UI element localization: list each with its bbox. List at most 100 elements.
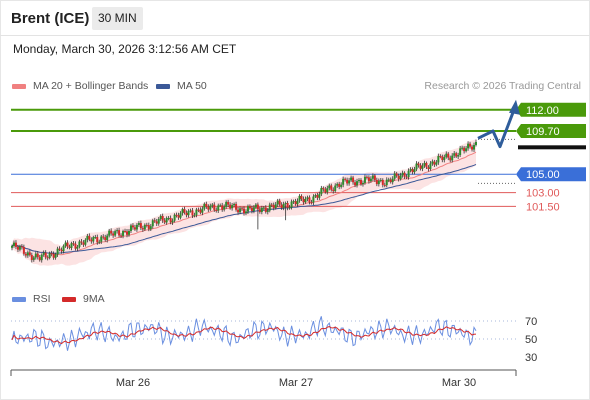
rsi-swatch — [12, 296, 26, 302]
candle-body — [135, 224, 138, 230]
candle-body — [219, 205, 222, 207]
candle-body — [266, 210, 269, 212]
candle-body — [465, 148, 468, 152]
chart-datetime: Monday, March 30, 2026 3:12:56 AM CET — [13, 42, 237, 56]
candle-body — [209, 205, 212, 210]
candle-body — [367, 177, 370, 182]
candle-body — [346, 179, 349, 184]
legend-rsi: RSI — [12, 293, 51, 305]
candle-body — [237, 209, 240, 213]
candle-body — [334, 185, 337, 192]
candle-body — [342, 178, 345, 185]
candle-body — [185, 212, 188, 216]
candle-body — [421, 165, 424, 169]
candle-body — [235, 203, 238, 210]
candle-body — [264, 207, 267, 212]
candle-body — [44, 252, 47, 258]
candle-body — [78, 241, 81, 247]
candle-body — [151, 220, 154, 227]
candle-body — [40, 254, 43, 261]
candle-body — [46, 257, 49, 259]
candle-body — [310, 202, 313, 204]
candle-body — [143, 224, 146, 230]
candle-body — [471, 146, 474, 150]
candle-body — [429, 163, 432, 169]
candle-body — [326, 188, 329, 193]
candle-body — [290, 201, 293, 208]
candle-body — [467, 143, 470, 149]
candle-body — [298, 195, 301, 201]
candle-body — [201, 208, 204, 213]
candle-body — [423, 162, 426, 166]
candle-body — [12, 242, 15, 246]
candle-body — [320, 187, 323, 195]
candle-body — [145, 224, 148, 226]
bollinger-band-fill — [12, 138, 476, 266]
candle-body — [417, 163, 420, 166]
candle-body — [48, 253, 51, 258]
candle-body — [254, 204, 257, 208]
candle-body — [431, 161, 434, 164]
candle-body — [340, 184, 343, 187]
candle-body — [270, 204, 273, 206]
candle-body — [42, 252, 45, 255]
candle-body — [250, 208, 253, 212]
candle-body — [439, 156, 442, 158]
candle-body — [199, 209, 202, 213]
candle-body — [52, 253, 55, 258]
candle-body — [16, 246, 19, 250]
candle-body — [243, 208, 245, 214]
legend-ma20: MA 20 + Bollinger Bands — [12, 80, 148, 92]
candle-body — [278, 200, 281, 205]
candle-body — [389, 179, 392, 183]
level-label-109.70: 109.70 — [526, 126, 560, 138]
candle-body — [68, 246, 71, 248]
candle-body — [473, 145, 476, 150]
candle-body — [167, 217, 170, 219]
candle-body — [229, 204, 232, 209]
candle-body — [276, 200, 279, 205]
candle-body — [141, 228, 144, 230]
candle-body — [231, 205, 234, 209]
rsi-ma-swatch — [62, 296, 76, 302]
candle-body — [274, 204, 277, 209]
candle-body — [102, 236, 105, 238]
level-tag-109.70 — [516, 123, 586, 138]
candle-body — [64, 242, 67, 246]
candle-body — [30, 254, 33, 260]
candle-body — [407, 170, 410, 178]
candle-body — [336, 183, 339, 186]
candle-body — [181, 209, 184, 214]
candle-body — [405, 176, 408, 178]
candle-body — [463, 147, 466, 152]
candle-body — [383, 184, 386, 186]
timeframe-selector[interactable]: 30 MIN — [92, 7, 143, 30]
candle-body — [322, 187, 325, 190]
candle-body — [203, 203, 206, 209]
candle-body — [455, 153, 458, 157]
candle-body — [375, 179, 378, 185]
legend-ma50-label: MA 50 — [177, 80, 207, 92]
candle-body — [24, 253, 27, 256]
candle-body — [350, 177, 353, 181]
candle-body — [244, 211, 247, 214]
candle-body — [248, 206, 251, 209]
candle-body — [131, 225, 134, 228]
candle-body — [387, 179, 390, 181]
candle-body — [215, 209, 218, 211]
legend-rsi-ma-label: 9MA — [83, 293, 105, 305]
candle-body — [217, 205, 220, 211]
candle-body — [80, 241, 83, 243]
rsi-ma-line — [11, 326, 477, 345]
candle-body — [159, 215, 162, 220]
candle-body — [127, 230, 130, 235]
candle-body — [373, 175, 376, 180]
candle-body — [147, 225, 150, 230]
candle-body — [183, 209, 186, 213]
candle-body — [361, 182, 364, 185]
candle-body — [26, 252, 29, 256]
candle-body — [369, 178, 372, 182]
rsi-tick-50: 50 — [525, 334, 537, 346]
candle-body — [459, 148, 462, 156]
